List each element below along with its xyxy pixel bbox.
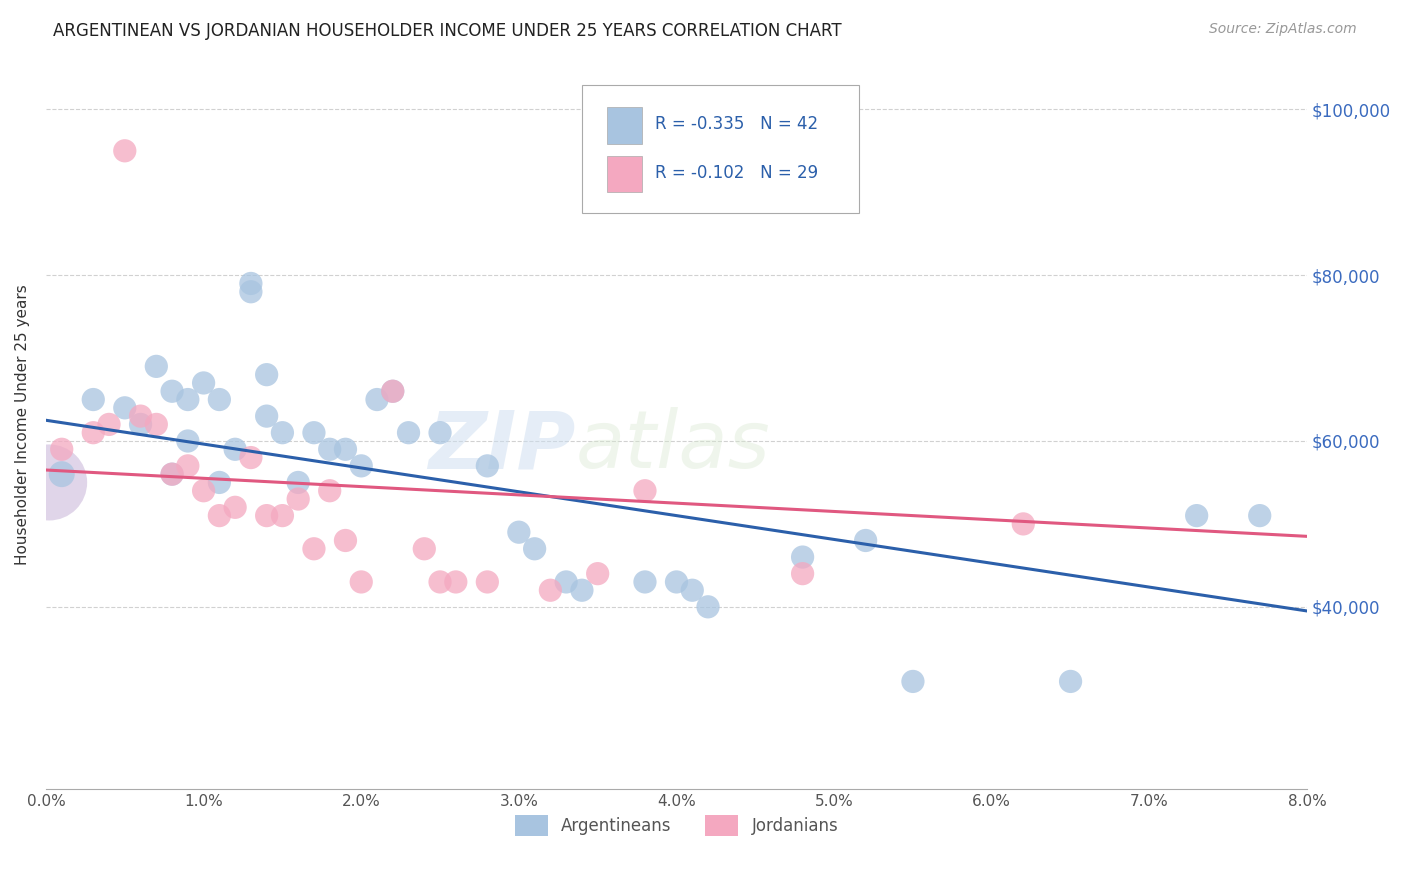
- Point: [302, 541, 325, 556]
- Point: [208, 475, 231, 490]
- Point: [1012, 516, 1035, 531]
- Point: [366, 392, 388, 407]
- Point: [1249, 508, 1271, 523]
- Point: [160, 467, 183, 482]
- Point: [287, 475, 309, 490]
- Point: [429, 574, 451, 589]
- Point: [82, 392, 104, 407]
- Point: [477, 574, 499, 589]
- Point: [224, 442, 246, 457]
- Y-axis label: Householder Income Under 25 years: Householder Income Under 25 years: [15, 284, 30, 565]
- Point: [256, 409, 278, 424]
- Point: [381, 384, 404, 399]
- Point: [160, 467, 183, 482]
- Point: [335, 533, 357, 548]
- Text: ZIP: ZIP: [429, 408, 575, 485]
- Point: [114, 401, 136, 415]
- Point: [318, 442, 340, 457]
- Point: [538, 583, 561, 598]
- Point: [177, 434, 200, 448]
- Point: [350, 458, 373, 473]
- Bar: [607, 156, 643, 193]
- Text: Source: ZipAtlas.com: Source: ZipAtlas.com: [1209, 22, 1357, 37]
- Point: [508, 525, 530, 540]
- Point: [855, 533, 877, 548]
- Point: [477, 458, 499, 473]
- Point: [287, 491, 309, 506]
- Point: [381, 384, 404, 399]
- Point: [429, 425, 451, 440]
- Point: [271, 508, 294, 523]
- Point: [256, 508, 278, 523]
- Point: [208, 392, 231, 407]
- Point: [335, 442, 357, 457]
- Point: [38, 475, 60, 490]
- Point: [444, 574, 467, 589]
- FancyBboxPatch shape: [582, 85, 859, 213]
- Point: [129, 417, 152, 432]
- Point: [239, 450, 262, 465]
- Point: [681, 583, 703, 598]
- Point: [350, 574, 373, 589]
- Point: [224, 500, 246, 515]
- Point: [145, 359, 167, 374]
- Point: [1059, 674, 1081, 689]
- Point: [114, 144, 136, 158]
- Point: [792, 566, 814, 581]
- Point: [193, 483, 215, 498]
- Point: [665, 574, 688, 589]
- Point: [634, 574, 657, 589]
- Point: [571, 583, 593, 598]
- Bar: [607, 107, 643, 144]
- Point: [129, 409, 152, 424]
- Point: [98, 417, 121, 432]
- Point: [697, 599, 720, 614]
- Point: [634, 483, 657, 498]
- Point: [586, 566, 609, 581]
- Point: [792, 550, 814, 565]
- Point: [318, 483, 340, 498]
- Text: R = -0.102   N = 29: R = -0.102 N = 29: [655, 164, 818, 182]
- Text: ARGENTINEAN VS JORDANIAN HOUSEHOLDER INCOME UNDER 25 YEARS CORRELATION CHART: ARGENTINEAN VS JORDANIAN HOUSEHOLDER INC…: [53, 22, 842, 40]
- Point: [523, 541, 546, 556]
- Point: [271, 425, 294, 440]
- Point: [193, 376, 215, 390]
- Point: [51, 442, 73, 457]
- Point: [1185, 508, 1208, 523]
- Point: [256, 368, 278, 382]
- Point: [82, 425, 104, 440]
- Text: R = -0.335   N = 42: R = -0.335 N = 42: [655, 115, 818, 133]
- Text: atlas: atlas: [575, 408, 770, 485]
- Point: [239, 277, 262, 291]
- Point: [398, 425, 420, 440]
- Point: [555, 574, 578, 589]
- Point: [145, 417, 167, 432]
- Point: [177, 458, 200, 473]
- Point: [302, 425, 325, 440]
- Point: [901, 674, 924, 689]
- Point: [160, 384, 183, 399]
- Point: [239, 285, 262, 299]
- Point: [51, 467, 73, 482]
- Point: [208, 508, 231, 523]
- Point: [177, 392, 200, 407]
- Point: [413, 541, 436, 556]
- Legend: Argentineans, Jordanians: Argentineans, Jordanians: [515, 815, 838, 836]
